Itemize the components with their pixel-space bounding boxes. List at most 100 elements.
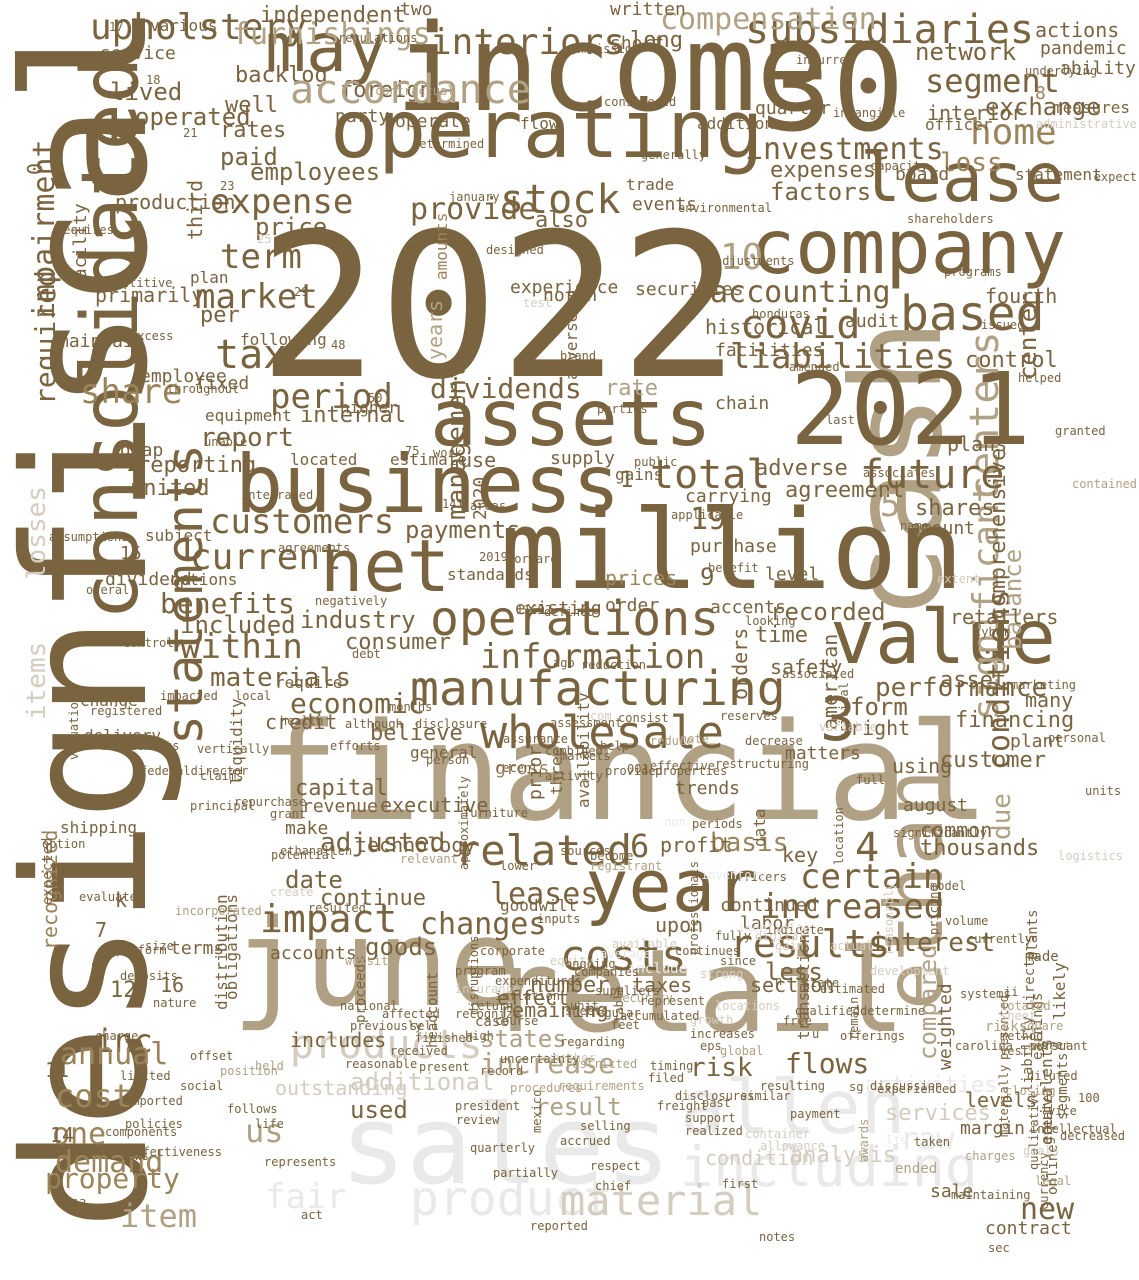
- cloud-word: test: [523, 296, 552, 310]
- cloud-word: global: [720, 1044, 764, 1058]
- cloud-word: regarding: [560, 1035, 626, 1049]
- cloud-word: qualified: [795, 1004, 861, 1018]
- cloud-word: home: [970, 112, 1057, 153]
- cloud-word: dividends: [430, 372, 582, 405]
- cloud-word: 9: [700, 563, 715, 591]
- cloud-word: trends: [675, 778, 741, 799]
- cloud-word: intellectual: [1030, 1122, 1117, 1136]
- cloud-word: profit: [660, 833, 733, 857]
- cloud-word: terms: [170, 938, 225, 959]
- cloud-word: approximately: [457, 776, 471, 870]
- cloud-word: 100: [1078, 1091, 1100, 1105]
- cloud-word: upon: [655, 913, 704, 937]
- cloud-word: august: [903, 795, 969, 816]
- cloud-word: continue: [320, 886, 426, 911]
- cloud-word: efforts: [330, 739, 381, 753]
- cloud-word: order: [605, 595, 660, 616]
- cloud-word: expense: [210, 182, 354, 222]
- cloud-word: states: [480, 1025, 567, 1053]
- cloud-word: respect: [590, 1159, 641, 1173]
- cloud-word: lease: [860, 139, 1065, 218]
- cloud-word: limited: [120, 1069, 171, 1083]
- cloud-word: 10: [720, 237, 764, 278]
- cloud-word: risks: [985, 1019, 1028, 1035]
- cloud-word: retail: [490, 925, 906, 1059]
- cloud-word: impact: [260, 897, 398, 941]
- cloud-word: timing: [650, 1059, 694, 1073]
- cloud-word: fixed: [195, 373, 250, 394]
- cloud-word: offset: [190, 1049, 234, 1063]
- cloud-word: require: [275, 673, 343, 692]
- cloud-word: resulting: [760, 1079, 826, 1093]
- cloud-word: relevant: [400, 852, 458, 866]
- cloud-word: 2022: [258, 191, 740, 424]
- cloud-word: 141: [442, 497, 464, 511]
- cloud-word: 16: [160, 973, 185, 997]
- cloud-word: previously: [350, 1019, 423, 1033]
- cloud-word: option: [42, 837, 86, 851]
- cloud-word: delivery: [84, 726, 162, 745]
- cloud-word: gains: [615, 465, 664, 484]
- cloud-word: rates: [220, 118, 287, 143]
- cloud-word: review: [456, 1113, 500, 1127]
- cloud-word: many: [1025, 688, 1074, 712]
- cloud-word: control: [965, 348, 1058, 373]
- cloud-word: issued: [981, 318, 1025, 332]
- cloud-word: restricted: [565, 1057, 638, 1071]
- cloud-word: rate: [605, 376, 658, 401]
- cloud-word: change: [80, 691, 138, 710]
- cloud-word: act: [301, 1208, 323, 1222]
- cloud-word: fair: [265, 1177, 347, 1217]
- cloud-word: goodwill: [500, 896, 578, 915]
- cloud-word: products: [290, 1022, 483, 1068]
- cloud-word: basis: [710, 828, 789, 858]
- cloud-word: expenditures: [495, 974, 582, 988]
- cloud-word: benefit: [708, 561, 759, 575]
- cloud-word: grant: [270, 807, 307, 821]
- cloud-word: vice: [1048, 1104, 1077, 1118]
- cloud-word: commission: [567, 42, 640, 56]
- cloud-word: companies: [574, 965, 640, 979]
- cloud-word: full: [856, 773, 885, 787]
- cloud-word: prices: [605, 566, 678, 590]
- cloud-word: equity: [550, 954, 594, 968]
- cloud-word: 001: [627, 762, 649, 776]
- cloud-word: january: [449, 190, 500, 204]
- cloud-word: whether: [545, 1051, 596, 1065]
- cloud-word: financing: [955, 708, 1075, 733]
- cloud-word: also: [535, 208, 588, 233]
- cloud-word: includes: [290, 1028, 387, 1052]
- cloud-word: trade: [626, 175, 675, 194]
- cloud-word: ability: [1060, 58, 1136, 79]
- cloud-word: shipping: [60, 818, 138, 837]
- cloud-word: designed: [486, 243, 544, 257]
- cloud-word: related: [455, 826, 633, 875]
- cloud-word: gain: [775, 939, 804, 953]
- cloud-word: discussion: [870, 1079, 943, 1093]
- cloud-word: indicate: [766, 923, 824, 937]
- cloud-word: regulations: [338, 31, 418, 45]
- cloud-word: business: [235, 438, 621, 531]
- cloud-word: sources: [560, 844, 611, 858]
- cloud-word: annual: [60, 1037, 169, 1072]
- cloud-word: operating: [330, 83, 764, 176]
- cloud-word: customer: [940, 748, 1046, 773]
- cloud-word: flow: [520, 114, 559, 133]
- cloud-word: taxes: [632, 973, 693, 997]
- cloud-word: 18: [146, 73, 161, 87]
- cloud-word: cyber: [974, 625, 1011, 639]
- cloud-word: amounts: [432, 212, 451, 280]
- cloud-word: 0: [23, 162, 47, 175]
- cloud-word: required: [29, 270, 62, 405]
- cloud-word: contract: [985, 1218, 1072, 1239]
- cloud-word: affect: [1028, 1039, 1072, 1053]
- cloud-word: assets: [430, 374, 712, 464]
- cloud-word: periods: [692, 817, 743, 831]
- cloud-word: materially: [997, 1064, 1011, 1137]
- cloud-word: ongoing: [565, 957, 616, 971]
- cloud-word: options: [170, 570, 238, 589]
- cloud-word: help: [600, 739, 629, 753]
- cloud-word: excess: [130, 329, 174, 343]
- cloud-word: recent: [495, 761, 539, 775]
- cloud-word: form: [850, 693, 908, 721]
